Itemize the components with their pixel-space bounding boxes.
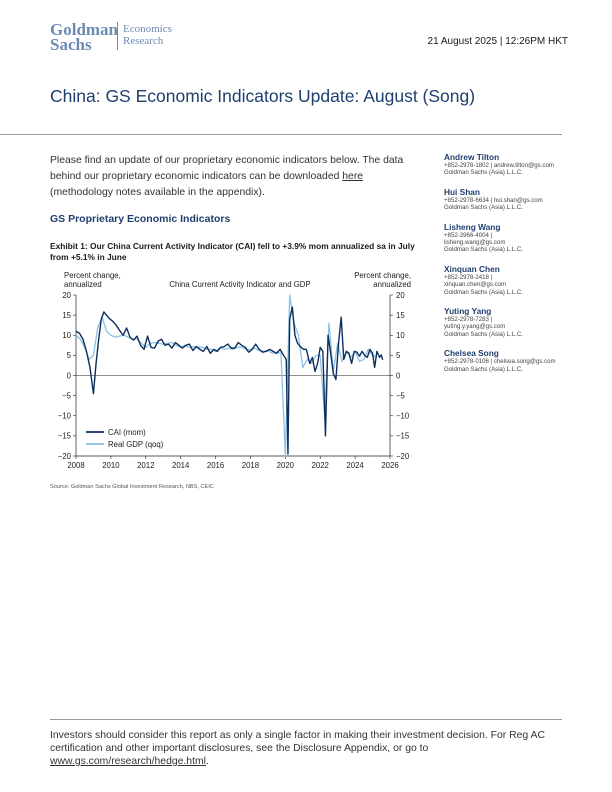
y-tick-label-right: 10 [396,331,405,340]
left-axis-label-line1: Percent change, [64,271,121,280]
y-tick-label-right: −5 [396,391,406,400]
author-block: Xinquan Chen +852-2978-2418 | xinquan.ch… [444,264,594,296]
exhibit-title: Exhibit 1: Our China Current Activity In… [50,241,415,262]
intro-text-after: (methodology notes available in the appe… [50,187,265,198]
x-tick-label: 2008 [67,461,84,470]
y-tick-label-right: −20 [396,452,410,461]
author-company: Goldman Sachs (Asia) L.L.C. [444,288,523,296]
y-tick-label-right: 0 [396,371,401,380]
author-block: Andrew Tilton +852-2978-1802 | andrew.ti… [444,152,594,177]
author-email[interactable]: yuting.y.yang@gs.com [444,323,506,331]
brand-line-1: Economics [123,23,172,35]
y-tick-label-left: 10 [62,331,71,340]
author-email[interactable]: xinquan.chen@gs.com [444,281,507,289]
brand-line-2: Research [123,35,164,47]
author-block: Chelsea Song +852-2978-0106 | chelsea.so… [444,348,594,373]
intro-paragraph: Please find an update of our proprietary… [50,153,425,201]
economics-research-brand: Economics Research [123,23,183,47]
footer-divider [50,719,562,720]
author-name: Hui Shan [444,186,480,197]
x-tick-label: 2016 [207,461,224,470]
chart-title: China Current Activity Indicator and GDP [169,280,310,289]
right-axis-label-line2: annualized [373,280,411,289]
author-company: Goldman Sachs (Asia) L.L.C. [444,246,523,254]
hedge-disclosure-link[interactable]: www.gs.com/research/hedge.html [50,756,206,767]
y-tick-label-left: −5 [62,391,72,400]
cai-series-line [75,306,384,455]
y-tick-label-right: −10 [396,412,410,421]
author-contact[interactable]: +852-3966-4004 | [444,231,493,239]
author-company: Goldman Sachs (Asia) L.L.C. [444,204,523,212]
author-contact[interactable]: +852-2978-2418 | [444,273,493,281]
x-tick-label: 2022 [312,461,329,470]
title-divider [0,134,562,135]
author-list: Andrew Tilton +852-2978-1802 | andrew.ti… [444,152,594,383]
y-tick-label-right: 5 [396,351,401,360]
page-title: China: GS Economic Indicators Update: Au… [50,86,476,106]
disclosure-footer: Investors should consider this report as… [50,729,550,768]
x-tick-label: 2026 [381,461,398,470]
x-tick-label: 2012 [137,461,154,470]
legend-label-cai: CAI (mom) [108,428,146,437]
x-tick-label: 2018 [242,461,259,470]
logo-line-2: Sachs [50,35,92,54]
intro-text-before: Please find an update of our proprietary… [50,155,404,182]
author-company: Goldman Sachs (Asia) L.L.C. [444,365,523,373]
right-axis-label-line1: Percent change, [354,271,411,280]
download-data-link[interactable]: here [342,171,364,182]
footer-text: Investors should consider this report as… [50,730,545,754]
y-tick-label-left: −15 [58,432,72,441]
author-name: Yuting Yang [444,306,492,317]
x-tick-label: 2010 [102,461,120,470]
report-date: 21 August 2025 | 12:26PM HKT [427,36,568,47]
author-company: Goldman Sachs (Asia) L.L.C. [444,169,523,177]
legend-label-gdp: Real GDP (qoq) [108,440,164,449]
author-contact[interactable]: +852-2978-6634 | hui.shan@gs.com [444,196,543,204]
author-email[interactable]: lisheng.wang@gs.com [444,239,506,247]
author-name: Lisheng Wang [444,221,501,232]
author-name: Xinquan Chen [444,263,500,274]
y-tick-label-right: 20 [396,291,405,300]
chart-legend: CAI (mom) Real GDP (qoq) [86,428,164,449]
goldman-sachs-logo: Goldman Sachs [50,20,120,54]
author-block: Hui Shan +852-2978-6634 | hui.shan@gs.co… [444,187,594,212]
y-tick-label-left: −20 [58,452,72,461]
y-tick-label-left: −10 [58,412,72,421]
x-tick-label: 2024 [346,461,364,470]
author-name: Andrew Tilton [444,152,500,162]
author-company: Goldman Sachs (Asia) L.L.C. [444,330,523,338]
author-block: Lisheng Wang +852-3966-4004 | lisheng.wa… [444,222,594,254]
author-name: Chelsea Song [444,348,499,359]
y-tick-label-left: 0 [67,371,72,380]
author-contact[interactable]: +852-2978-1802 | andrew.tilton@gs.com [444,162,554,169]
y-tick-label-left: 5 [67,351,72,360]
y-tick-label-left: 15 [62,311,71,320]
chart-source: Source: Goldman Sachs Global Investment … [50,484,214,490]
author-block: Yuting Yang +852-2978-7283 | yuting.y.ya… [444,306,594,338]
logo-divider [117,22,118,50]
y-tick-label-right: 15 [396,311,405,320]
y-tick-label-right: −15 [396,432,410,441]
section-heading: GS Proprietary Economic Indicators [50,213,231,225]
author-contact[interactable]: +852-2978-0106 | chelsea.song@gs.com [444,358,556,366]
logo-line-1: Goldman [50,20,119,39]
author-contact[interactable]: +852-2978-7283 | [444,316,493,324]
left-axis-label-line2: annualized [64,280,102,289]
footer-text-after: . [205,756,209,767]
x-tick-label: 2014 [172,461,190,470]
x-tick-label: 2020 [277,461,295,470]
y-tick-label-left: 20 [62,291,71,300]
